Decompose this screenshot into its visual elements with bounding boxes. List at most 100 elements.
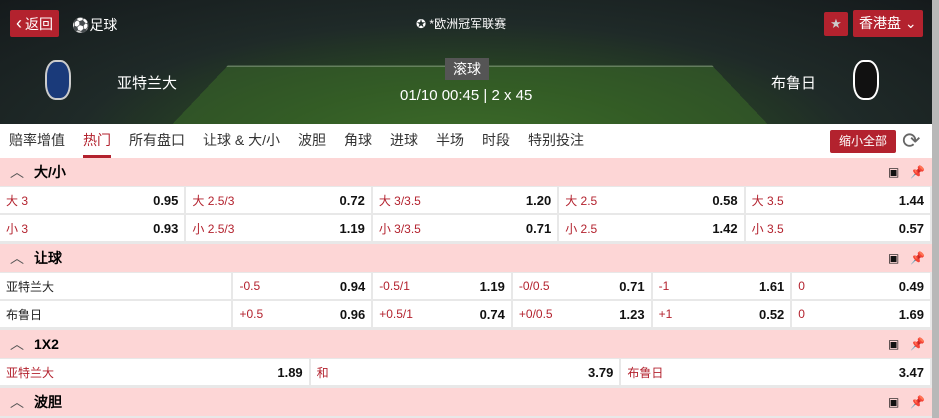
odds-value: 1.69 <box>898 306 924 322</box>
odds-value: 1.61 <box>758 278 785 294</box>
odds-label: 小 3.5 <box>751 221 784 236</box>
live-stream-icon[interactable]: ▣ <box>888 395 900 409</box>
tab-0[interactable]: 赔率增值 <box>9 132 65 148</box>
team-name-cell: 布鲁日 <box>0 301 232 327</box>
odds-cell[interactable]: 小 2.5/3 1.19 <box>186 215 371 241</box>
tab-9[interactable]: 特别投注 <box>528 132 585 148</box>
league-label: ✪ *欧洲冠军联赛 <box>416 15 506 32</box>
refresh-icon[interactable]: ⟳ <box>902 128 921 153</box>
odds-label: +0.5 <box>239 307 264 321</box>
odds-row: 布鲁日 +0.5 0.96 +0.5/1 0.74 +0/0.5 1.23 +1 0.52 0 1.… <box>0 301 932 327</box>
odds-label: 大 3/3.5 <box>378 193 421 208</box>
odds-label: 0 <box>798 279 805 293</box>
section-header-cs[interactable]: ︿ 波胆 ▣ 📌 <box>0 388 932 416</box>
odds-cell[interactable]: 布鲁日 3.47 <box>621 359 931 385</box>
odds-label: 小 2.5 <box>565 221 598 236</box>
odds-cell[interactable]: +0.5/1 0.74 <box>373 301 511 327</box>
odds-value: 0.71 <box>619 278 645 294</box>
team-name-cell: 亚特兰大 <box>0 273 232 299</box>
odds-cell[interactable]: 0 0.49 <box>792 273 930 299</box>
odds-label: 0 <box>798 307 805 321</box>
odds-value: 0.94 <box>339 278 366 294</box>
section-header-x12[interactable]: ︿ 1X2 ▣ 📌 <box>0 330 932 358</box>
odds-cell[interactable]: 亚特兰大 1.89 <box>0 359 309 385</box>
section-title: 1X2 <box>34 336 59 352</box>
league-name: *欧洲冠军联赛 <box>429 17 507 31</box>
odds-value: 0.93 <box>153 220 179 236</box>
chevron-up-icon[interactable]: ︿ <box>10 250 24 266</box>
odds-type-value: 香港盘 <box>859 15 901 31</box>
odds-value: 0.57 <box>898 220 925 236</box>
odds-value: 3.79 <box>588 364 614 380</box>
scrollbar[interactable] <box>932 0 939 418</box>
live-badge: 滚球 <box>445 58 489 80</box>
live-stream-icon[interactable]: ▣ <box>888 165 900 179</box>
match-time: 01/10 00:45 | 2 x 45 <box>400 87 533 104</box>
champions-league-icon: ✪ <box>416 17 427 31</box>
sport-name: 足球 <box>89 17 118 33</box>
odds-cell[interactable]: -0.5 0.94 <box>233 273 372 299</box>
odds-cell[interactable]: -0.5/1 1.19 <box>373 273 511 299</box>
odds-cell[interactable]: 小 3/3.5 0.71 <box>372 215 558 241</box>
chevron-up-icon[interactable]: ︿ <box>10 336 24 352</box>
odds-value: 1.23 <box>619 306 645 322</box>
odds-row: 大 3 0.95 大 2.5/3 0.72 大 3/3.5 1.20 大 2.5 0.58 大 … <box>0 187 932 213</box>
section-header-ou[interactable]: ︿ 大/小 ▣ 📌 <box>0 158 932 186</box>
odds-cell[interactable]: +1 0.52 <box>652 301 791 327</box>
odds-value: 1.19 <box>479 278 505 294</box>
odds-cell[interactable]: -1 1.61 <box>652 273 791 299</box>
odds-cell[interactable]: +0.5 0.96 <box>233 301 372 327</box>
chevron-up-icon[interactable]: ︿ <box>10 394 24 410</box>
chevron-left-icon: ‹ <box>16 13 22 33</box>
pin-icon[interactable]: 📌 <box>910 251 925 265</box>
tab-1[interactable]: 热门 <box>74 124 120 158</box>
odds-label: 亚特兰大 <box>6 279 55 294</box>
odds-type-select[interactable]: 香港盘 ⌄ <box>853 10 923 37</box>
odds-value: 1.89 <box>277 364 303 380</box>
tab-7[interactable]: 半场 <box>436 132 465 148</box>
pin-icon[interactable]: 📌 <box>910 165 925 179</box>
tab-8[interactable]: 时段 <box>482 132 511 148</box>
collapse-all-button[interactable]: 缩小全部 <box>830 130 896 153</box>
odds-value: 0.49 <box>898 278 924 294</box>
odds-cell[interactable]: 大 3/3.5 1.20 <box>372 187 558 213</box>
tab-3[interactable]: 让球 & 大/小 <box>203 132 281 148</box>
odds-cell[interactable]: +0/0.5 1.23 <box>512 301 651 327</box>
back-button[interactable]: ‹ 返回 <box>10 10 59 37</box>
odds-label: -0.5 <box>239 279 261 293</box>
away-team-logo <box>853 60 879 100</box>
odds-value: 0.74 <box>479 306 505 322</box>
live-stream-icon[interactable]: ▣ <box>888 337 900 351</box>
odds-label: +0/0.5 <box>518 307 553 321</box>
favorite-star-button[interactable]: ★ <box>824 12 848 36</box>
odds-cell[interactable]: -0/0.5 0.71 <box>512 273 651 299</box>
tab-5[interactable]: 角球 <box>344 132 373 148</box>
pin-icon[interactable]: 📌 <box>910 337 925 351</box>
chevron-up-icon[interactable]: ︿ <box>10 164 24 180</box>
odds-cell[interactable]: 大 2.5 0.58 <box>559 187 744 213</box>
odds-value: 0.95 <box>153 192 179 208</box>
odds-label: 大 3 <box>6 193 29 208</box>
odds-cell[interactable]: 大 3 0.95 <box>0 187 185 213</box>
odds-cell[interactable]: 0 1.69 <box>792 301 930 327</box>
odds-label: 亚特兰大 <box>6 365 55 380</box>
odds-cell[interactable]: 小 3 0.93 <box>0 215 185 241</box>
tab-2[interactable]: 所有盘口 <box>129 132 185 148</box>
odds-cell[interactable]: 小 2.5 1.42 <box>559 215 744 241</box>
tab-4[interactable]: 波胆 <box>298 132 327 148</box>
odds-row: 亚特兰大 1.89 和 3.79 布鲁日 3.47 <box>0 359 932 385</box>
odds-cell[interactable]: 大 2.5/3 0.72 <box>186 187 371 213</box>
pin-icon[interactable]: 📌 <box>910 395 925 409</box>
odds-label: 大 2.5 <box>565 193 598 208</box>
odds-cell[interactable]: 大 3.5 1.44 <box>745 187 931 213</box>
live-stream-icon[interactable]: ▣ <box>888 251 900 265</box>
odds-cell[interactable]: 小 3.5 0.57 <box>745 215 931 241</box>
tab-6[interactable]: 进球 <box>390 132 419 148</box>
odds-row: 亚特兰大 -0.5 0.94 -0.5/1 1.19 -0/0.5 0.71 -1 1.61 0 0… <box>0 273 932 299</box>
odds-label: -0.5/1 <box>379 279 410 293</box>
odds-label: -1 <box>658 279 670 293</box>
odds-cell[interactable]: 和 3.79 <box>310 359 620 385</box>
odds-label: +1 <box>658 307 673 321</box>
away-team-name: 布鲁日 <box>771 75 817 92</box>
section-header-hdp[interactable]: ︿ 让球 ▣ 📌 <box>0 244 932 272</box>
